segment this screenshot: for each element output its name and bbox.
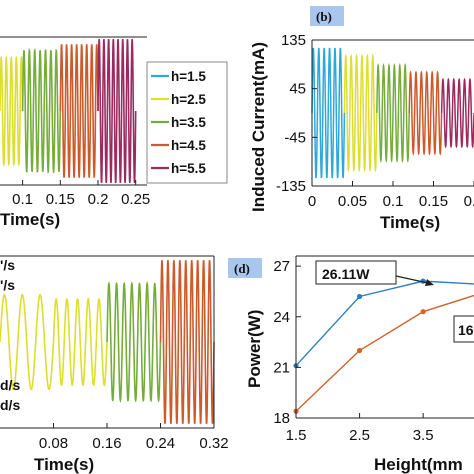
panel-b-ytick-label: -45 xyxy=(284,129,306,146)
panel-b-xtick-label: 0.1 xyxy=(383,193,404,210)
annotation-box-26-11w xyxy=(315,260,397,285)
panel-a-legend: h=1.5 h=2.5 h=3.5 h=4.5 h=5.5 xyxy=(146,61,228,184)
panel-c-velocity-label-3: d/s xyxy=(0,377,20,393)
panel-b: (b) Induced Current(mA) 135 45 -45 -135 0 0.… xyxy=(249,6,474,232)
panel-d: (d) Power(W) 18 21 24 27 1.5 2.5 3.5 26.11W 1… xyxy=(228,255,474,474)
panel-b-ylabel: Induced Current(mA) xyxy=(249,42,268,212)
panel-b-plot xyxy=(311,47,474,179)
panel-d-ytick-label: 18 xyxy=(273,410,290,427)
panel-c-velocity-label-1: '/s xyxy=(0,257,15,273)
power-series-line-2 xyxy=(295,294,474,412)
legend-label-h2-5: h=2.5 xyxy=(171,92,206,107)
panel-c-velocity-label-4: d/s xyxy=(0,397,20,413)
power-point-1-1 xyxy=(356,293,363,300)
panel-b-xlabel: Time(s) xyxy=(380,213,440,232)
waveform-b-h-5-5 xyxy=(440,77,474,149)
waveform-c-h-3-5-2 xyxy=(106,280,162,404)
panel-c-plot xyxy=(0,260,215,424)
annotation-box-16 xyxy=(453,315,474,343)
panel-d-ytick-label: 21 xyxy=(273,359,290,376)
power-point-2-2 xyxy=(420,309,426,315)
legend-label-h5-5: h=5.5 xyxy=(171,161,206,176)
panel-b-xtick-label: 0.2 xyxy=(464,193,474,210)
panel-d-ylabel: Power(W) xyxy=(245,310,264,388)
panel-c-xtick-label: 0.08 xyxy=(39,435,68,452)
waveform-c-h-2-5-1 xyxy=(52,297,108,387)
waveform-b-h-3-5 xyxy=(376,63,410,163)
waveform-b-h-4-5 xyxy=(408,70,443,156)
panel-b-tag-bg xyxy=(310,6,344,26)
panel-d-ytick-label: 27 xyxy=(273,258,290,275)
panel-d-tag: (d) xyxy=(234,261,250,276)
annotation-16: 16 xyxy=(458,322,474,338)
panel-c-xtick-label: 0.24 xyxy=(146,435,175,452)
waveform-a-h-3-5-1 xyxy=(21,47,62,175)
legend-label-h4-5: h=4.5 xyxy=(171,138,206,153)
panel-b-ytick-label: 135 xyxy=(281,32,306,49)
panel-b-xtick-label: 0.05 xyxy=(338,193,367,210)
waveform-a-h-4-5-2 xyxy=(59,44,99,178)
panel-a-xlabel: Time(s) xyxy=(0,210,60,229)
panel-b-tag: (b) xyxy=(316,9,332,24)
waveform-a-h-2-5-0 xyxy=(0,55,24,167)
panel-d-xtick-label: 3.5 xyxy=(413,427,434,444)
panel-c-xtick-label: 0.16 xyxy=(92,435,121,452)
panel-d-tag-bg xyxy=(228,258,262,278)
panel-c-velocity-label-2: '/s xyxy=(0,277,15,293)
panel-a-xtick-label: 0.2 xyxy=(88,191,109,208)
waveform-c-h-2-5-0 xyxy=(0,293,55,391)
annotation-arrowhead xyxy=(425,279,434,286)
panel-d-xtick-label: 1.5 xyxy=(286,427,307,444)
panel-a-xtick-label: 0.25 xyxy=(121,191,150,208)
power-point-2-1 xyxy=(356,347,363,354)
panel-d-ytick-label: 24 xyxy=(273,309,290,326)
legend-label-h3-5: h=3.5 xyxy=(171,115,206,130)
panel-c-xlabel: Time(s) xyxy=(34,455,94,474)
waveform-a-h-5-5-3 xyxy=(97,39,137,183)
panel-a: 0.1 0.15 0.2 0.25 Time(s) h=1.5 h=2.5 h=3.5… xyxy=(0,36,228,229)
panel-d-plot xyxy=(293,278,474,414)
annotation-26-11w: 26.11W xyxy=(322,266,370,282)
annotation-arrow-26-11w xyxy=(395,275,429,284)
waveform-b-h-1-5 xyxy=(311,47,346,179)
waveform-c-h-4-5-3 xyxy=(159,260,215,424)
panel-a-xtick-label: 0.15 xyxy=(46,191,75,208)
panel-a-plot xyxy=(0,39,137,183)
panel-d-xtick-label: 2.5 xyxy=(349,427,370,444)
panel-b-xtick-label: 0 xyxy=(308,193,316,210)
panel-d-xlabel: Height(mm xyxy=(374,455,463,474)
legend-label-h1-5: h=1.5 xyxy=(171,69,206,84)
power-series-line-1 xyxy=(295,280,474,367)
waveform-b-h-2-5 xyxy=(343,53,378,173)
panel-b-ytick-label: 45 xyxy=(289,81,306,98)
panel-c: 0.08 0.16 0.24 0.32 '/s '/s d/s d/s Time(s) xyxy=(0,255,229,474)
panel-c-xtick-label: 0.32 xyxy=(199,435,228,452)
panel-b-xtick-label: 0.15 xyxy=(419,193,448,210)
panel-a-xtick-label: 0.1 xyxy=(12,191,33,208)
panel-b-ytick-label: -135 xyxy=(276,178,306,195)
